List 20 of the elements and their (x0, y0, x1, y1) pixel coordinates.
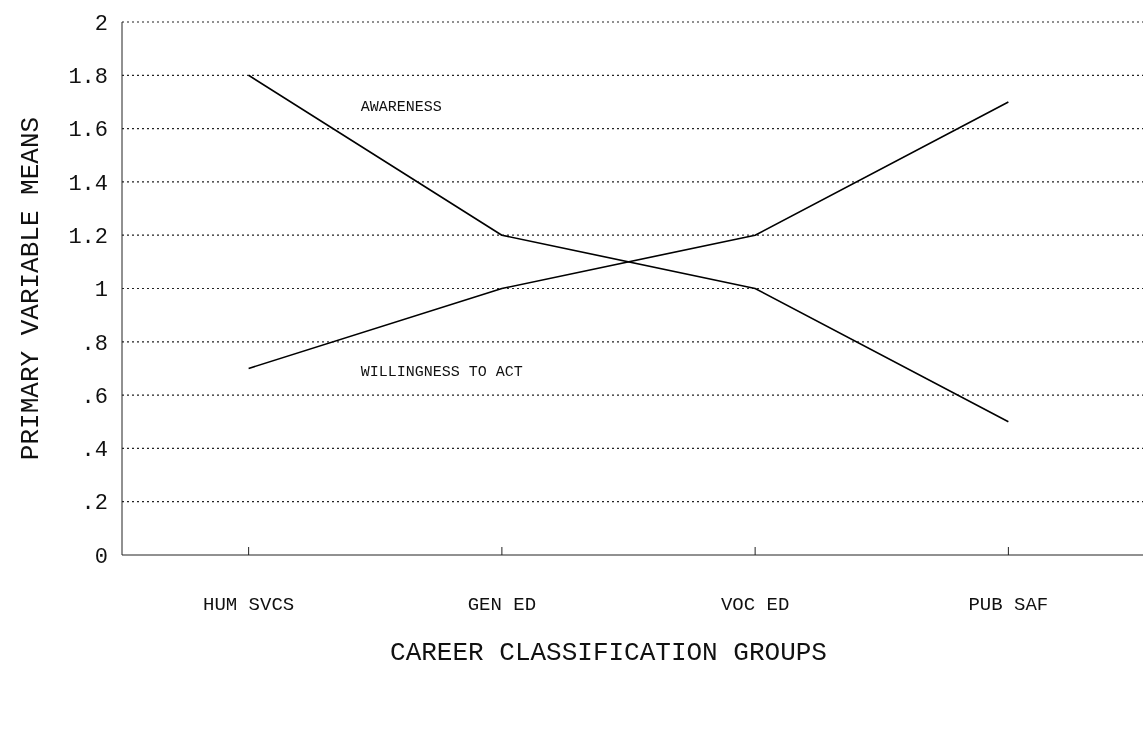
line-series (247, 74, 1010, 423)
y-tick-label: .6 (81, 384, 108, 410)
x-tick-label: HUM SVCS (203, 594, 295, 616)
y-tick-label: 1.8 (68, 65, 108, 90)
series-label: WILLINGNESS TO ACT (360, 364, 523, 382)
y-tick-label: .4 (81, 438, 108, 464)
y-tick-label: .2 (81, 491, 108, 517)
y-tick-label: 2 (94, 11, 108, 37)
series-label: AWARENESS (360, 99, 442, 117)
x-tick-label: VOC ED (720, 594, 790, 616)
y-tick-label: 1.4 (68, 171, 108, 197)
y-tick-label: 0 (94, 544, 108, 570)
x-tick-label: GEN ED (467, 594, 537, 616)
x-axis-title: CAREER CLASSIFICATION GROUPS (390, 638, 827, 668)
y-tick-label: .8 (81, 331, 108, 357)
y-tick-label: 1.2 (68, 224, 108, 250)
y-tick-label: 1.6 (68, 118, 108, 144)
y-axis-title: PRIMARY VARIABLE MEANS (16, 116, 46, 461)
y-tick-label: 1 (94, 278, 108, 304)
x-tick-label: PUB SAF (968, 594, 1049, 616)
